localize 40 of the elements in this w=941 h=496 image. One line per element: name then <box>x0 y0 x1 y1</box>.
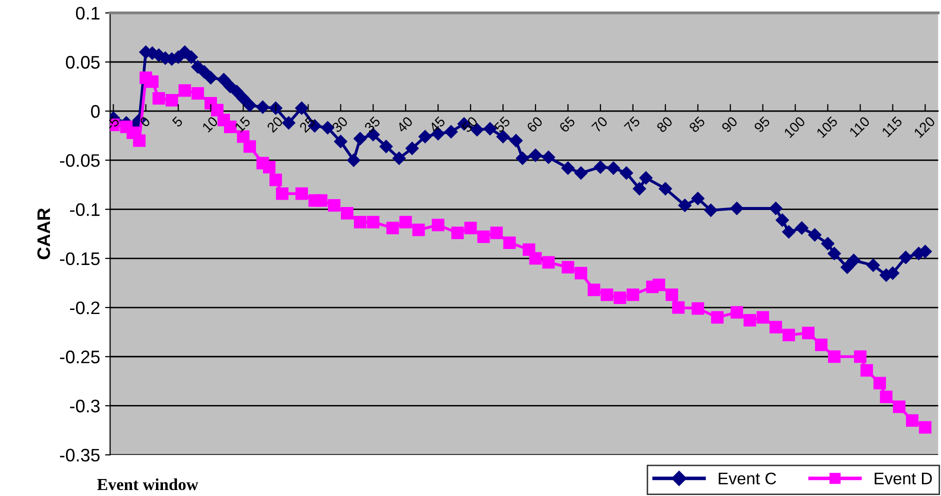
x-tick-label: -5 <box>105 116 120 131</box>
y-axis-title: CAAR <box>37 208 50 260</box>
y-tick-label: 0 <box>91 105 100 118</box>
x-tick-label: 75 <box>624 116 641 133</box>
x-tick-label: 95 <box>754 116 771 133</box>
x-tick-label: 0 <box>139 116 151 128</box>
y-tick-label: 0.1 <box>76 6 100 20</box>
x-axis-title: Event window <box>97 478 198 490</box>
y-tick-label: -0.15 <box>60 252 100 266</box>
x-tick-label: 70 <box>591 116 608 133</box>
x-tick-label: 35 <box>364 116 381 134</box>
x-tick-label: 25 <box>298 116 316 133</box>
y-tick-label: -0.3 <box>70 400 100 412</box>
x-tick-label: 120 <box>913 116 936 138</box>
y-tick-label: -0.35 <box>60 448 100 462</box>
legend-label: Event C <box>718 472 776 484</box>
y-tick-label: -0.1 <box>70 203 100 216</box>
x-tick-label: 115 <box>881 116 903 138</box>
x-tick-label: 110 <box>848 116 870 138</box>
x-tick-label: 65 <box>558 116 576 133</box>
x-tick-label: 5 <box>172 116 184 128</box>
x-tick-label: 20 <box>266 116 284 133</box>
x-tick-label: 55 <box>494 116 511 134</box>
x-tick-label: 80 <box>656 116 674 133</box>
y-tick-label: -0.05 <box>60 154 100 167</box>
x-tick-label: 45 <box>428 116 446 134</box>
x-tick-label: 90 <box>721 116 738 133</box>
x-tick-label: 40 <box>396 116 414 134</box>
x-tick-label: 10 <box>202 116 218 133</box>
y-tick-label: -0.25 <box>60 350 100 364</box>
x-tick-label: 105 <box>816 116 838 138</box>
x-tick-label: 60 <box>526 116 544 133</box>
x-tick-label: 100 <box>784 116 806 138</box>
x-tick-label: 85 <box>688 116 706 133</box>
x-tick-label: 30 <box>331 116 348 134</box>
y-tick-label: 0.05 <box>66 56 100 69</box>
y-tick-label: -0.2 <box>70 301 100 314</box>
x-tick-label: 15 <box>234 116 251 133</box>
x-tick-label: 50 <box>461 116 478 134</box>
legend-label: Event D <box>874 472 932 484</box>
